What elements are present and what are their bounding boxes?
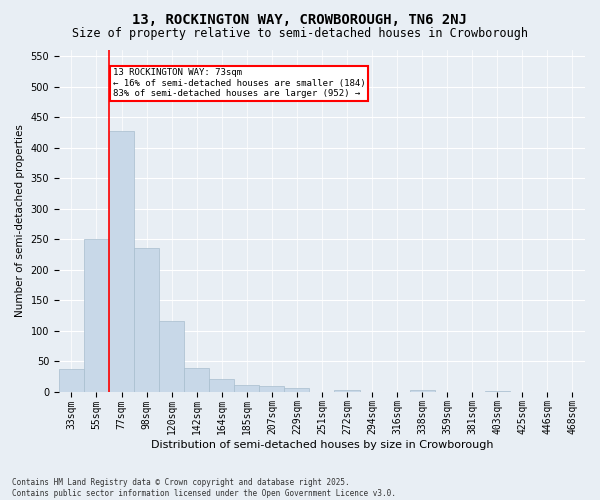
Y-axis label: Number of semi-detached properties: Number of semi-detached properties bbox=[15, 124, 25, 317]
Text: Contains HM Land Registry data © Crown copyright and database right 2025.
Contai: Contains HM Land Registry data © Crown c… bbox=[12, 478, 396, 498]
Bar bbox=[109, 130, 134, 392]
Bar bbox=[334, 390, 359, 392]
Bar bbox=[485, 391, 510, 392]
Bar bbox=[59, 369, 84, 392]
Bar bbox=[284, 388, 310, 392]
Bar bbox=[184, 368, 209, 392]
Bar bbox=[159, 321, 184, 392]
Bar bbox=[259, 386, 284, 392]
Text: 13 ROCKINGTON WAY: 73sqm
← 16% of semi-detached houses are smaller (184)
83% of : 13 ROCKINGTON WAY: 73sqm ← 16% of semi-d… bbox=[113, 68, 365, 98]
Bar bbox=[410, 390, 434, 392]
Text: 13, ROCKINGTON WAY, CROWBOROUGH, TN6 2NJ: 13, ROCKINGTON WAY, CROWBOROUGH, TN6 2NJ bbox=[133, 12, 467, 26]
Bar bbox=[84, 239, 109, 392]
Bar bbox=[134, 248, 159, 392]
Text: Size of property relative to semi-detached houses in Crowborough: Size of property relative to semi-detach… bbox=[72, 28, 528, 40]
Bar bbox=[209, 378, 234, 392]
X-axis label: Distribution of semi-detached houses by size in Crowborough: Distribution of semi-detached houses by … bbox=[151, 440, 493, 450]
Bar bbox=[234, 386, 259, 392]
